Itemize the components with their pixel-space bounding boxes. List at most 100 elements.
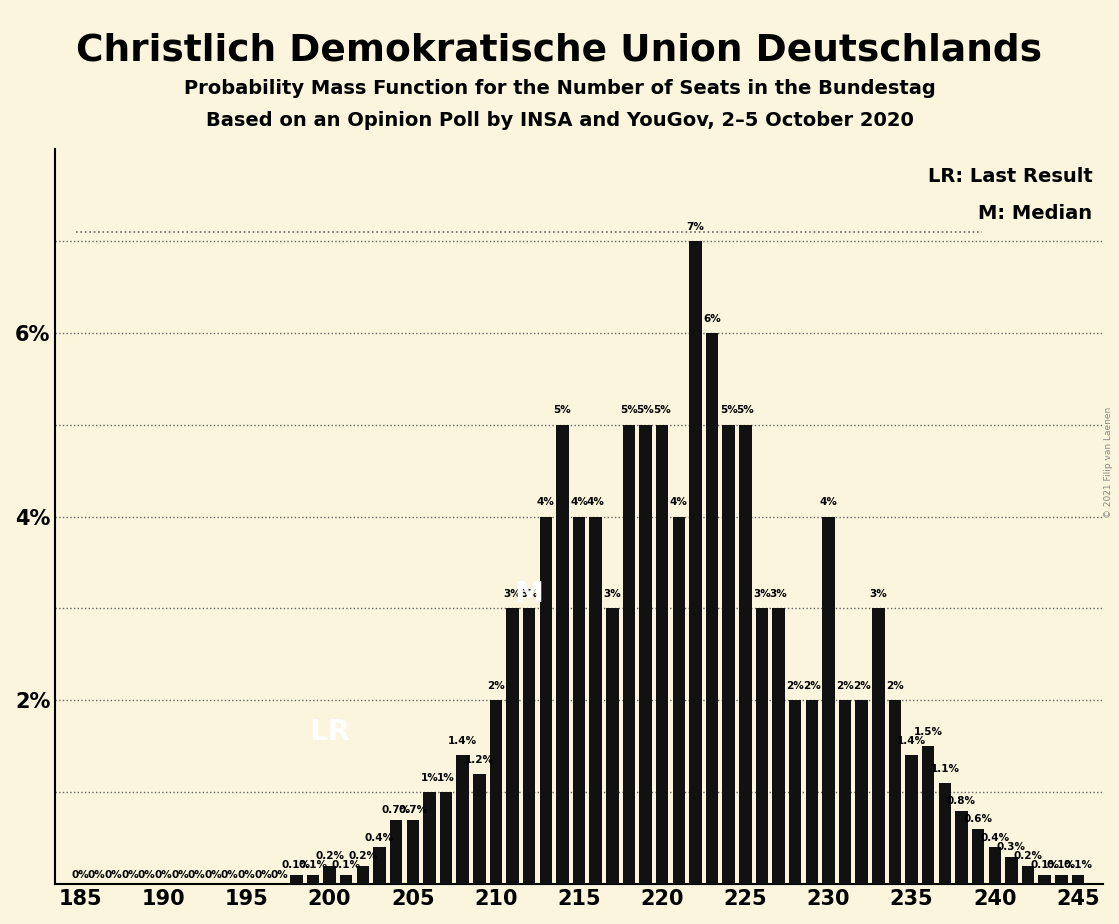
Text: 0.1%: 0.1% bbox=[331, 860, 360, 870]
Text: M: Median: M: Median bbox=[978, 204, 1092, 223]
Text: 4%: 4% bbox=[586, 497, 604, 507]
Text: 6%: 6% bbox=[703, 313, 721, 323]
Bar bbox=[1038, 875, 1051, 884]
Bar bbox=[806, 700, 818, 884]
Bar bbox=[689, 241, 702, 884]
Text: 0.1%: 0.1% bbox=[1046, 860, 1075, 870]
Bar bbox=[673, 517, 685, 884]
Text: 0.4%: 0.4% bbox=[980, 833, 1009, 843]
Bar bbox=[473, 774, 486, 884]
Text: M: M bbox=[515, 580, 544, 609]
Text: 5%: 5% bbox=[620, 406, 638, 416]
Text: LR: Last Result: LR: Last Result bbox=[928, 167, 1092, 187]
Bar bbox=[972, 829, 985, 884]
Bar bbox=[1072, 875, 1084, 884]
Bar bbox=[656, 425, 668, 884]
Text: 7%: 7% bbox=[686, 222, 704, 232]
Text: 0%: 0% bbox=[121, 870, 139, 881]
Bar bbox=[772, 609, 784, 884]
Bar bbox=[905, 756, 918, 884]
Text: 0.6%: 0.6% bbox=[963, 814, 993, 824]
Text: 0.1%: 0.1% bbox=[282, 860, 311, 870]
Text: 0%: 0% bbox=[220, 870, 238, 881]
Text: 3%: 3% bbox=[603, 590, 621, 600]
Text: 2%: 2% bbox=[487, 681, 505, 691]
Bar bbox=[506, 609, 519, 884]
Bar bbox=[523, 609, 535, 884]
Text: 0%: 0% bbox=[271, 870, 289, 881]
Text: © 2021 Filip van Laenen: © 2021 Filip van Laenen bbox=[1104, 407, 1113, 517]
Bar bbox=[357, 866, 369, 884]
Text: 0.1%: 0.1% bbox=[1031, 860, 1060, 870]
Bar bbox=[706, 333, 718, 884]
Bar bbox=[839, 700, 852, 884]
Text: 0.2%: 0.2% bbox=[348, 851, 377, 861]
Text: 3%: 3% bbox=[520, 590, 538, 600]
Text: 0.4%: 0.4% bbox=[365, 833, 394, 843]
Bar bbox=[406, 820, 419, 884]
Text: 0.1%: 0.1% bbox=[299, 860, 328, 870]
Text: 0%: 0% bbox=[154, 870, 172, 881]
Text: 5%: 5% bbox=[637, 406, 655, 416]
Text: 2%: 2% bbox=[853, 681, 871, 691]
Bar bbox=[440, 792, 452, 884]
Text: 4%: 4% bbox=[537, 497, 555, 507]
Text: 3%: 3% bbox=[753, 590, 771, 600]
Bar bbox=[389, 820, 403, 884]
Text: 0%: 0% bbox=[171, 870, 189, 881]
Text: 1%: 1% bbox=[438, 773, 455, 783]
Bar bbox=[922, 747, 934, 884]
Bar bbox=[423, 792, 435, 884]
Text: 2%: 2% bbox=[836, 681, 854, 691]
Text: 0.7%: 0.7% bbox=[398, 805, 427, 815]
Text: 0.7%: 0.7% bbox=[382, 805, 411, 815]
Bar bbox=[556, 425, 568, 884]
Bar bbox=[639, 425, 651, 884]
Text: 0.2%: 0.2% bbox=[1014, 851, 1043, 861]
Bar bbox=[622, 425, 636, 884]
Bar bbox=[1005, 857, 1017, 884]
Text: 0.3%: 0.3% bbox=[997, 842, 1026, 852]
Text: 4%: 4% bbox=[570, 497, 587, 507]
Text: 3%: 3% bbox=[869, 590, 887, 600]
Text: 2%: 2% bbox=[803, 681, 820, 691]
Bar bbox=[457, 756, 469, 884]
Text: 1.4%: 1.4% bbox=[897, 736, 927, 747]
Text: Based on an Opinion Poll by INSA and YouGov, 2–5 October 2020: Based on an Opinion Poll by INSA and You… bbox=[206, 111, 913, 130]
Bar bbox=[290, 875, 302, 884]
Text: 0%: 0% bbox=[237, 870, 255, 881]
Text: 0%: 0% bbox=[72, 870, 90, 881]
Bar bbox=[340, 875, 352, 884]
Text: 3%: 3% bbox=[504, 590, 521, 600]
Text: 0%: 0% bbox=[104, 870, 122, 881]
Text: 1.5%: 1.5% bbox=[914, 727, 942, 737]
Bar bbox=[956, 810, 968, 884]
Bar bbox=[739, 425, 752, 884]
Bar bbox=[490, 700, 502, 884]
Bar bbox=[374, 847, 386, 884]
Text: 3%: 3% bbox=[770, 590, 788, 600]
Text: 2%: 2% bbox=[787, 681, 805, 691]
Bar bbox=[789, 700, 801, 884]
Text: 1.4%: 1.4% bbox=[448, 736, 477, 747]
Bar bbox=[573, 517, 585, 884]
Text: 0%: 0% bbox=[205, 870, 222, 881]
Text: 4%: 4% bbox=[819, 497, 837, 507]
Bar bbox=[1055, 875, 1068, 884]
Text: 5%: 5% bbox=[736, 406, 754, 416]
Bar bbox=[939, 783, 951, 884]
Bar bbox=[1022, 866, 1034, 884]
Text: Probability Mass Function for the Number of Seats in the Bundestag: Probability Mass Function for the Number… bbox=[184, 79, 935, 98]
Bar bbox=[988, 847, 1002, 884]
Text: 0%: 0% bbox=[138, 870, 156, 881]
Bar bbox=[822, 517, 835, 884]
Text: 0.8%: 0.8% bbox=[947, 796, 976, 806]
Text: LR: LR bbox=[309, 718, 350, 747]
Text: 2%: 2% bbox=[886, 681, 904, 691]
Bar bbox=[872, 609, 885, 884]
Bar bbox=[856, 700, 868, 884]
Bar bbox=[539, 517, 552, 884]
Text: 0.1%: 0.1% bbox=[1063, 860, 1092, 870]
Bar bbox=[723, 425, 735, 884]
Bar bbox=[888, 700, 901, 884]
